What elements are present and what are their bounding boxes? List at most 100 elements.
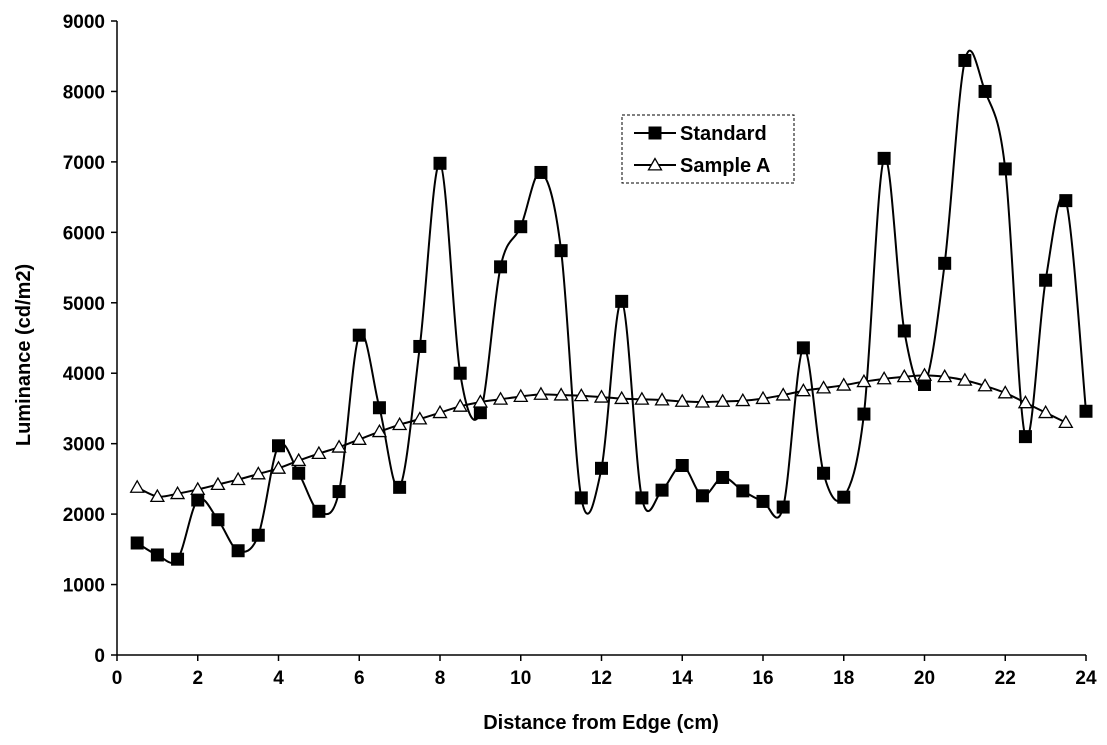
x-tick-label: 18 bbox=[833, 668, 854, 689]
data-point-sample-a bbox=[735, 392, 751, 407]
series-sample-a bbox=[129, 367, 1074, 503]
data-point-standard bbox=[130, 536, 144, 550]
y-tick-label: 2000 bbox=[63, 505, 105, 526]
data-point-standard bbox=[978, 84, 992, 98]
data-point-sample-a bbox=[755, 390, 771, 405]
data-point-standard bbox=[756, 494, 770, 508]
data-point-standard bbox=[877, 151, 891, 165]
data-point-sample-a bbox=[331, 439, 347, 453]
data-point-sample-a bbox=[1017, 394, 1034, 409]
legend-marker-standard bbox=[648, 126, 662, 140]
data-point-standard bbox=[675, 459, 689, 473]
data-point-sample-a bbox=[291, 452, 307, 467]
data-point-sample-a bbox=[836, 377, 852, 391]
x-tick-label: 2 bbox=[192, 668, 203, 689]
y-tick-label: 4000 bbox=[63, 364, 105, 385]
data-point-sample-a bbox=[311, 445, 327, 460]
y-tick-label: 7000 bbox=[63, 153, 105, 174]
data-point-sample-a bbox=[896, 368, 912, 383]
data-point-standard bbox=[938, 256, 952, 270]
data-point-sample-a bbox=[169, 485, 186, 500]
data-point-sample-a bbox=[432, 404, 448, 419]
data-point-sample-a bbox=[553, 387, 569, 401]
x-tick-label: 6 bbox=[354, 668, 365, 689]
data-point-sample-a bbox=[492, 391, 509, 405]
data-point-standard bbox=[312, 504, 326, 518]
data-point-sample-a bbox=[694, 394, 711, 408]
data-point-sample-a bbox=[533, 386, 549, 400]
data-point-sample-a bbox=[593, 389, 610, 403]
series-standard bbox=[130, 49, 1093, 566]
y-axis-title: Luminance (cd/m2) bbox=[13, 264, 35, 446]
data-point-standard bbox=[817, 466, 831, 480]
data-point-standard bbox=[695, 489, 709, 503]
x-tick-label: 24 bbox=[1075, 668, 1097, 689]
data-point-sample-a bbox=[149, 488, 165, 503]
legend-swatch-standard bbox=[634, 126, 676, 140]
data-point-standard bbox=[958, 53, 972, 67]
data-point-sample-a bbox=[230, 471, 246, 486]
y-tick-label: 5000 bbox=[63, 294, 105, 315]
data-point-standard bbox=[272, 439, 285, 453]
data-point-standard bbox=[998, 162, 1012, 176]
data-point-standard bbox=[413, 339, 427, 353]
data-point-sample-a bbox=[452, 398, 468, 412]
data-point-standard bbox=[292, 466, 306, 480]
data-point-standard bbox=[251, 528, 265, 542]
legend-box bbox=[621, 114, 795, 184]
data-point-standard bbox=[615, 294, 629, 308]
x-axis-title: Distance from Edge (cm) bbox=[483, 712, 719, 734]
data-point-standard bbox=[776, 500, 790, 514]
data-point-standard bbox=[857, 407, 871, 421]
data-point-standard bbox=[1079, 404, 1093, 418]
data-point-sample-a bbox=[190, 481, 206, 495]
data-point-sample-a bbox=[795, 383, 811, 397]
data-point-standard bbox=[1018, 430, 1032, 444]
data-point-sample-a bbox=[270, 460, 287, 474]
x-tick-label: 0 bbox=[112, 668, 123, 689]
data-point-sample-a bbox=[351, 431, 367, 445]
data-point-sample-a bbox=[957, 372, 973, 386]
data-point-standard bbox=[191, 493, 205, 507]
x-tick-label: 8 bbox=[435, 668, 446, 689]
data-point-standard bbox=[554, 244, 568, 258]
data-point-sample-a bbox=[674, 393, 690, 407]
data-point-sample-a bbox=[210, 476, 226, 491]
data-point-sample-a bbox=[815, 380, 832, 394]
x-tick-label: 22 bbox=[995, 668, 1016, 689]
data-point-standard bbox=[716, 470, 730, 484]
legend-label-sample-a: Sample A bbox=[680, 155, 770, 177]
data-point-sample-a bbox=[977, 378, 993, 392]
data-point-sample-a bbox=[937, 368, 953, 383]
data-point-standard bbox=[837, 490, 851, 504]
data-point-sample-a bbox=[129, 479, 145, 493]
data-point-standard bbox=[574, 491, 588, 505]
data-point-standard bbox=[433, 156, 447, 170]
y-tick-label: 3000 bbox=[63, 435, 105, 456]
y-tick-label: 8000 bbox=[63, 82, 105, 103]
data-point-standard bbox=[453, 366, 467, 380]
data-point-sample-a bbox=[856, 373, 872, 388]
data-point-sample-a bbox=[250, 466, 266, 480]
data-point-sample-a bbox=[1038, 404, 1054, 419]
data-point-standard bbox=[494, 260, 508, 274]
data-point-standard bbox=[514, 220, 528, 234]
data-point-standard bbox=[171, 552, 185, 566]
data-point-standard bbox=[332, 485, 346, 499]
x-tick-label: 12 bbox=[591, 668, 612, 689]
data-point-sample-a bbox=[392, 416, 408, 431]
data-point-standard bbox=[796, 341, 810, 355]
x-tick-label: 14 bbox=[672, 668, 694, 689]
data-point-sample-a bbox=[412, 411, 428, 425]
data-point-standard bbox=[231, 544, 245, 558]
legend-label-standard: Standard bbox=[680, 123, 767, 145]
data-point-standard bbox=[655, 483, 669, 497]
data-point-sample-a bbox=[654, 392, 670, 406]
data-point-sample-a bbox=[634, 391, 650, 405]
y-tick-label: 6000 bbox=[63, 223, 105, 244]
data-point-standard bbox=[595, 461, 608, 475]
data-point-sample-a bbox=[997, 385, 1013, 399]
data-point-standard bbox=[211, 513, 225, 527]
x-tick-labels: 0 2 4 6 8 10 12 14 16 18 20 22 24 bbox=[112, 668, 1097, 689]
data-point-sample-a bbox=[775, 387, 791, 401]
